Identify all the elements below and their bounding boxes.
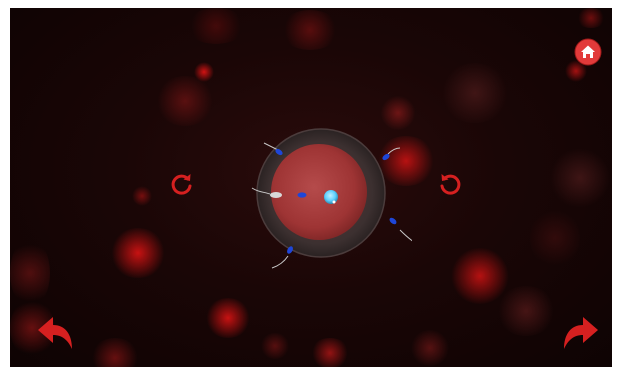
background-glow xyxy=(440,63,510,123)
background-glow xyxy=(186,8,246,44)
rotate-left-button[interactable] xyxy=(168,170,196,198)
sperm[interactable] xyxy=(263,142,284,156)
background-glow xyxy=(132,186,152,206)
rotate-counterclockwise-icon xyxy=(440,174,461,195)
nucleus xyxy=(324,190,338,204)
sperm[interactable] xyxy=(271,245,294,269)
sperm[interactable] xyxy=(381,147,401,161)
background-glow xyxy=(280,10,340,50)
redo-arrow-icon xyxy=(564,317,598,349)
background-glow xyxy=(450,248,510,304)
home-button[interactable] xyxy=(574,38,602,66)
background-glow xyxy=(496,286,556,336)
undo-button[interactable] xyxy=(36,314,76,352)
background-glow xyxy=(110,228,166,278)
background-glow xyxy=(10,238,50,308)
sperm[interactable] xyxy=(388,217,412,242)
background-glow xyxy=(260,333,290,359)
background-glow xyxy=(194,62,214,82)
background-glow xyxy=(550,148,610,208)
background-glow xyxy=(90,338,140,367)
nucleus-highlight xyxy=(332,200,336,204)
background-glow xyxy=(155,76,215,126)
home-icon xyxy=(574,38,602,66)
undo-arrow-icon xyxy=(38,317,72,349)
redo-button[interactable] xyxy=(560,314,600,352)
rotate-clockwise-icon xyxy=(171,174,192,195)
background-glow xyxy=(410,330,450,366)
background-glow xyxy=(205,298,251,338)
sperm[interactable] xyxy=(251,187,307,198)
egg-cell[interactable] xyxy=(232,118,412,278)
background-glow xyxy=(530,208,580,268)
rotate-right-button[interactable] xyxy=(436,170,464,198)
egg-cytoplasm xyxy=(271,144,367,240)
game-stage xyxy=(10,8,612,367)
background-glow xyxy=(310,338,350,367)
background-glow xyxy=(576,8,606,28)
